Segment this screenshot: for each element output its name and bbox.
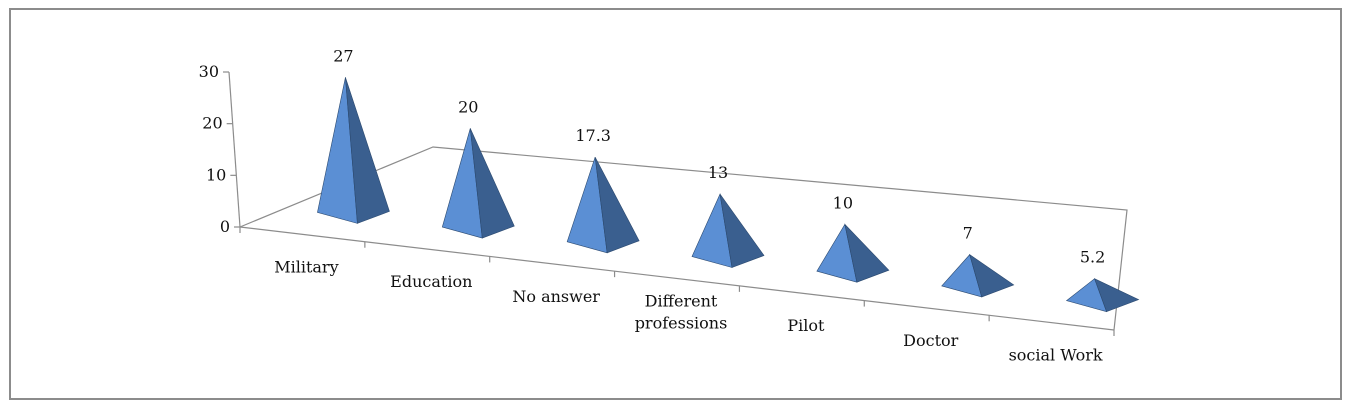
value-label: 10 [833, 193, 853, 212]
x-axis-line [239, 226, 1115, 331]
category-labels: Military Education No answer Different profe… [274, 257, 1103, 364]
value-label: 5.2 [1080, 248, 1105, 267]
y-tick-label: 10 [206, 165, 226, 184]
pyramid-side-face [1094, 278, 1140, 313]
pyramid-side-face [969, 253, 1015, 298]
category-label: Doctor [903, 331, 958, 350]
pyramid [566, 156, 640, 254]
category-label: Education [390, 272, 472, 291]
category-label: Different [645, 292, 718, 311]
category-label: Pilot [787, 316, 825, 335]
pyramid-side-face [345, 77, 390, 224]
pyramid [441, 128, 515, 239]
value-label: 17.3 [575, 126, 611, 145]
category-label: social Work [1009, 346, 1103, 365]
pyramid [317, 77, 390, 224]
pyramid [941, 253, 1015, 298]
pyramid-series [317, 77, 1140, 313]
value-labels: 27 20 17.3 13 10 7 5.2 [333, 46, 1105, 266]
pyramid [691, 193, 765, 268]
pyramid-side-face [469, 128, 515, 239]
category-label: Military [274, 257, 338, 276]
chart-frame [9, 8, 1342, 400]
pyramid [1065, 278, 1140, 313]
pyramid [816, 223, 890, 283]
y-axis-line [228, 71, 241, 228]
pyramid-side-face [844, 223, 890, 283]
pyramid-side-face [594, 156, 640, 254]
value-label: 13 [708, 163, 728, 182]
value-label: 7 [963, 224, 973, 243]
x-axis-ticks [239, 227, 1115, 336]
y-tick-label: 30 [199, 62, 219, 81]
value-label: 20 [458, 97, 478, 116]
pyramid-side-face [719, 193, 765, 268]
category-label: No answer [512, 287, 600, 306]
value-label: 27 [333, 46, 353, 65]
category-label: professions [635, 314, 728, 333]
y-axis-ticks: 0 10 20 30 [199, 62, 240, 236]
y-tick-label: 0 [220, 217, 230, 236]
y-tick-label: 20 [202, 114, 222, 133]
